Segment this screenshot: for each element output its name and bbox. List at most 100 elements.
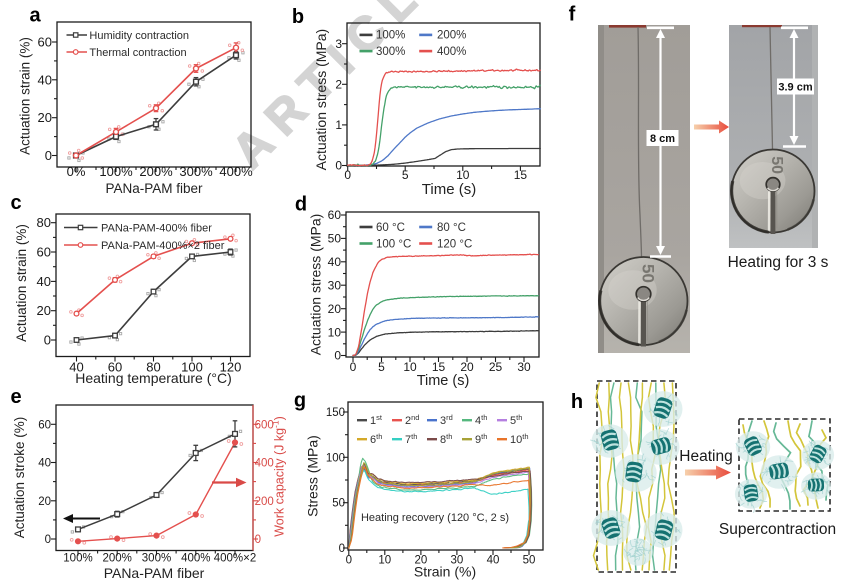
svg-text:Heating: Heating	[679, 448, 732, 465]
svg-text:ARTICLE: ARTICLE	[222, 0, 466, 179]
svg-text:10: 10	[328, 325, 342, 339]
svg-text:Heating for 3 s: Heating for 3 s	[728, 254, 829, 271]
svg-text:300%: 300%	[376, 46, 405, 58]
svg-text:20: 20	[38, 110, 52, 125]
svg-text:60: 60	[38, 35, 52, 50]
svg-text:5: 5	[402, 168, 409, 182]
svg-text:400: 400	[255, 458, 274, 470]
svg-text:40: 40	[328, 255, 342, 269]
svg-text:10th: 10th	[510, 432, 529, 447]
svg-text:5: 5	[378, 360, 385, 374]
svg-text:400%×2: 400%×2	[214, 553, 257, 565]
svg-text:2: 2	[335, 78, 342, 92]
svg-text:40: 40	[38, 72, 52, 87]
svg-text:0: 0	[44, 333, 51, 348]
svg-text:h: h	[571, 391, 583, 413]
svg-text:8th: 8th	[440, 432, 452, 447]
svg-text:10: 10	[456, 168, 470, 182]
svg-text:4th: 4th	[475, 413, 487, 428]
svg-text:e: e	[10, 386, 21, 408]
svg-text:3.9 cm: 3.9 cm	[778, 82, 812, 94]
svg-text:0: 0	[335, 159, 342, 173]
svg-text:20: 20	[38, 496, 51, 508]
svg-text:80: 80	[37, 215, 51, 230]
svg-text:50: 50	[523, 555, 536, 567]
svg-text:9th: 9th	[475, 432, 487, 447]
svg-text:PANa-PAM-400% fiber: PANa-PAM-400% fiber	[101, 222, 212, 234]
svg-text:b: b	[292, 6, 304, 28]
svg-text:PANa-PAM fiber: PANa-PAM fiber	[105, 181, 203, 196]
svg-text:8 cm: 8 cm	[650, 133, 675, 145]
svg-text:0: 0	[344, 168, 351, 182]
svg-text:15: 15	[514, 168, 528, 182]
svg-text:PANa-PAM fiber: PANa-PAM fiber	[104, 565, 205, 581]
svg-text:3: 3	[335, 37, 342, 51]
svg-text:60: 60	[38, 419, 51, 431]
svg-text:0: 0	[350, 360, 357, 374]
svg-text:20: 20	[460, 360, 474, 374]
svg-text:0: 0	[339, 543, 345, 555]
svg-text:0: 0	[45, 534, 51, 546]
svg-text:0: 0	[45, 148, 52, 163]
svg-text:100%: 100%	[63, 553, 92, 565]
svg-text:PANa-PAM-400%×2 fiber: PANa-PAM-400%×2 fiber	[101, 240, 225, 252]
svg-text:50: 50	[768, 156, 785, 174]
svg-text:40: 40	[487, 555, 500, 567]
svg-text:Thermal contraction: Thermal contraction	[89, 47, 186, 59]
svg-text:f: f	[569, 4, 576, 26]
svg-text:g: g	[294, 390, 306, 412]
svg-text:80: 80	[146, 360, 160, 375]
svg-text:25: 25	[489, 360, 503, 374]
svg-text:100: 100	[181, 360, 203, 375]
svg-text:c: c	[10, 192, 21, 214]
svg-text:Actuation strain (%): Actuation strain (%)	[14, 224, 29, 342]
svg-text:3rd: 3rd	[440, 413, 453, 428]
svg-text:40: 40	[38, 458, 51, 470]
svg-text:200%: 200%	[102, 553, 131, 565]
svg-text:60: 60	[37, 245, 51, 260]
svg-text:Heating temperature (°C): Heating temperature (°C)	[75, 370, 232, 386]
svg-text:Time (s): Time (s)	[422, 181, 476, 198]
svg-text:Strain (%): Strain (%)	[414, 564, 476, 580]
svg-text:30: 30	[451, 555, 464, 567]
svg-text:10: 10	[378, 555, 391, 567]
svg-text:7th: 7th	[405, 432, 417, 447]
svg-text:Actuation stroke (%): Actuation stroke (%)	[12, 417, 27, 539]
svg-text:50: 50	[639, 264, 658, 283]
svg-text:60: 60	[328, 208, 342, 222]
svg-text:60: 60	[108, 360, 122, 375]
svg-text:120 °C: 120 °C	[437, 238, 472, 250]
svg-text:20: 20	[37, 303, 51, 318]
svg-text:20: 20	[328, 302, 342, 316]
svg-text:40: 40	[37, 274, 51, 289]
svg-text:80 °C: 80 °C	[437, 222, 466, 234]
svg-text:10: 10	[403, 360, 417, 374]
svg-text:1st: 1st	[370, 413, 383, 428]
svg-text:Actuation stress (MPa): Actuation stress (MPa)	[313, 29, 329, 171]
svg-text:1: 1	[335, 118, 342, 132]
svg-text:200: 200	[255, 496, 274, 508]
svg-text:2nd: 2nd	[405, 413, 419, 428]
svg-text:600: 600	[255, 419, 274, 431]
svg-text:0: 0	[334, 349, 341, 363]
svg-text:Work capacity (J kg-1): Work capacity (J kg-1)	[271, 416, 287, 537]
svg-text:0: 0	[346, 555, 352, 567]
svg-text:a: a	[29, 4, 41, 26]
svg-text:200%: 200%	[437, 30, 466, 42]
svg-text:0%: 0%	[67, 164, 86, 179]
svg-text:200%: 200%	[139, 164, 173, 179]
svg-text:Actuation strain (%): Actuation strain (%)	[18, 37, 33, 155]
svg-text:300%: 300%	[142, 553, 171, 565]
svg-text:Time (s): Time (s)	[417, 373, 470, 389]
svg-text:Heating recovery (120 °C, 2 s): Heating recovery (120 °C, 2 s)	[361, 512, 509, 524]
svg-text:Actuation stress (MPa): Actuation stress (MPa)	[308, 214, 324, 356]
svg-text:Supercontraction: Supercontraction	[719, 521, 836, 538]
svg-text:100: 100	[326, 452, 345, 464]
svg-text:20: 20	[415, 555, 428, 567]
svg-text:5th: 5th	[510, 413, 522, 428]
svg-text:Stress (MPa): Stress (MPa)	[305, 435, 321, 517]
svg-text:Humidity contraction: Humidity contraction	[89, 30, 189, 42]
svg-text:50: 50	[328, 232, 342, 246]
svg-text:30: 30	[517, 360, 531, 374]
svg-text:30: 30	[328, 278, 342, 292]
